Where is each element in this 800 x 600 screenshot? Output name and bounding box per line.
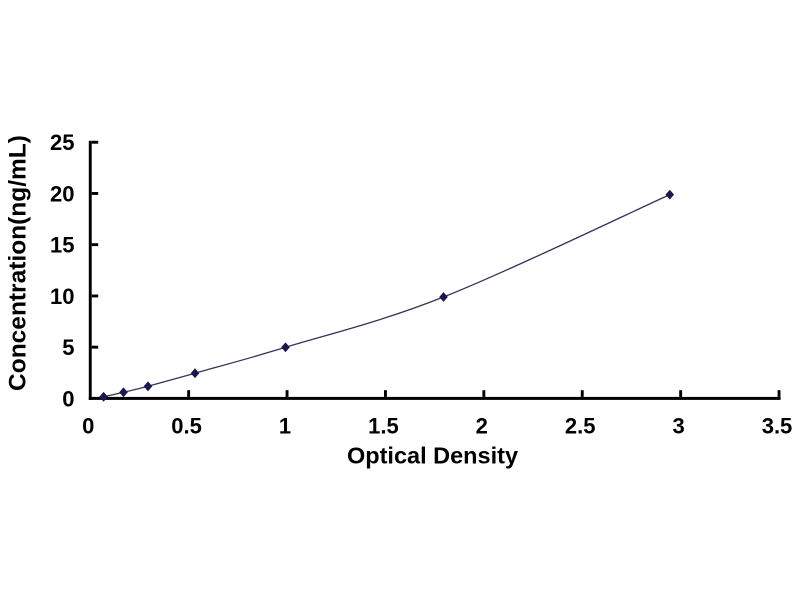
svg-text:Concentration(ng/mL): Concentration(ng/mL) — [5, 135, 32, 391]
svg-text:15: 15 — [50, 233, 74, 258]
svg-text:25: 25 — [50, 130, 74, 155]
svg-text:2: 2 — [476, 414, 488, 439]
svg-text:0.5: 0.5 — [171, 414, 202, 439]
svg-text:1.5: 1.5 — [368, 414, 399, 439]
svg-text:3.5: 3.5 — [762, 414, 793, 439]
svg-text:3: 3 — [672, 414, 684, 439]
svg-text:10: 10 — [50, 284, 74, 309]
svg-text:5: 5 — [62, 335, 74, 360]
svg-text:20: 20 — [50, 181, 74, 206]
svg-text:2.5: 2.5 — [565, 414, 596, 439]
svg-text:Optical Density: Optical Density — [347, 443, 518, 469]
svg-text:0: 0 — [82, 414, 94, 439]
svg-text:1: 1 — [279, 414, 291, 439]
svg-text:0: 0 — [62, 386, 74, 411]
